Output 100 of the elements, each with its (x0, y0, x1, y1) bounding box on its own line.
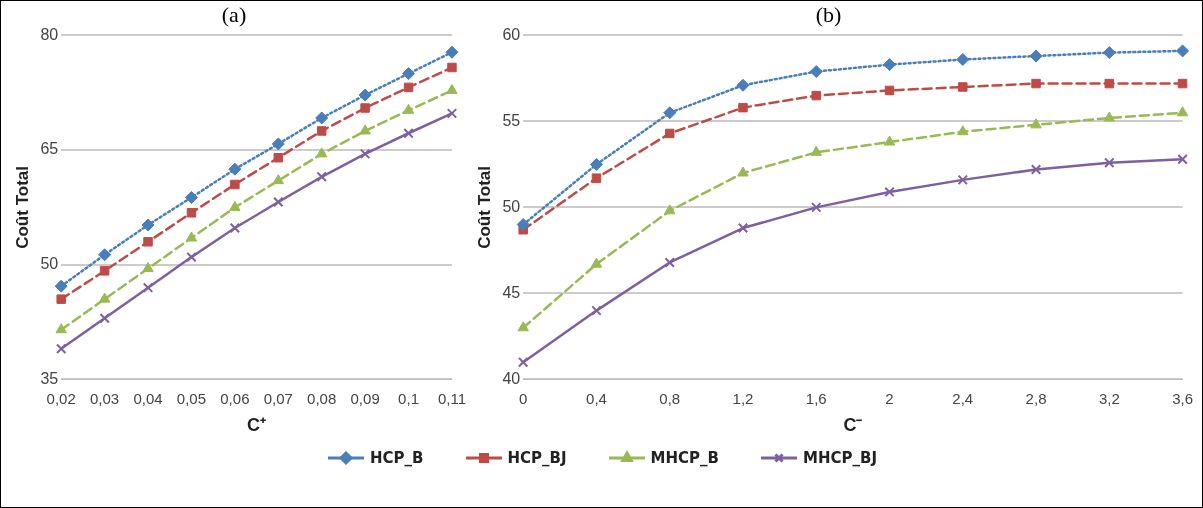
point (186, 208, 197, 218)
point (590, 257, 603, 268)
point (957, 125, 969, 136)
point (589, 157, 603, 171)
point (445, 45, 459, 59)
point (360, 103, 370, 113)
point (98, 248, 112, 262)
point (811, 90, 821, 101)
x-tick-label: 0,1 (398, 389, 419, 407)
point (884, 85, 895, 96)
point (1031, 78, 1041, 89)
point (811, 202, 822, 213)
point (1104, 157, 1115, 168)
point (359, 124, 371, 135)
point (1030, 118, 1042, 129)
point (229, 222, 241, 234)
point (359, 148, 371, 160)
y-tick-label: 55 (502, 111, 521, 129)
point (810, 145, 822, 156)
x-tick-label: 0,03 (90, 389, 120, 407)
x-tick-label: 0,4 (586, 389, 607, 407)
point (958, 82, 968, 92)
point (315, 111, 329, 125)
y-tick-label: 45 (502, 283, 521, 301)
point (517, 356, 529, 368)
y-tick-label: 60 (502, 25, 521, 43)
point (403, 82, 414, 93)
x-tick-label: 0,05 (176, 389, 207, 407)
point (447, 62, 457, 73)
point (884, 186, 895, 198)
x-tick-label: 2 (885, 389, 894, 407)
chart-title: (b) (815, 1, 842, 27)
point (1030, 164, 1042, 175)
point (737, 166, 749, 177)
x-tick-label: 2,4 (952, 389, 974, 407)
y-tick-label: 50 (40, 255, 59, 273)
point (273, 152, 284, 163)
point (402, 67, 416, 81)
point (1104, 78, 1115, 89)
point (142, 282, 154, 293)
legend-label: HCP_BJ (507, 449, 567, 467)
point (664, 257, 675, 268)
x-tick-label: 0,04 (133, 389, 163, 407)
point (1177, 154, 1188, 165)
point (517, 321, 529, 332)
point (316, 171, 327, 183)
point (316, 147, 328, 158)
point (271, 137, 285, 151)
point (358, 88, 372, 102)
point (446, 83, 458, 94)
point (956, 52, 970, 66)
point (809, 65, 823, 79)
x-tick-label: 0,02 (46, 389, 76, 407)
x-tick-label: 0,06 (220, 389, 250, 407)
point (1176, 44, 1190, 58)
point (99, 266, 110, 276)
point (272, 174, 284, 185)
point (883, 58, 897, 72)
point (184, 190, 198, 204)
y-axis-title: Coût Total (12, 166, 32, 249)
x-axis-title: C⁺ (247, 415, 267, 436)
point (228, 162, 242, 176)
point (737, 222, 749, 234)
point (664, 128, 675, 139)
point (142, 262, 154, 273)
x-tick-label: 0,08 (307, 389, 337, 407)
point (664, 204, 676, 215)
y-axis-title: Coût Total (474, 166, 494, 249)
point (56, 294, 66, 304)
legend-label: HCP_B (370, 449, 424, 467)
point (1029, 49, 1043, 63)
point (230, 179, 240, 190)
x-tick-label: 0,11 (437, 389, 467, 407)
point (446, 108, 458, 119)
y-tick-label: 65 (40, 140, 59, 158)
point (316, 126, 327, 136)
point (55, 323, 67, 334)
y-tick-label: 80 (40, 25, 59, 43)
legend-label: MHCP_B (650, 449, 719, 467)
point (229, 200, 241, 211)
y-tick-label: 35 (40, 369, 59, 387)
point (738, 102, 748, 113)
x-axis-title: C⁻ (843, 415, 863, 436)
x-tick-label: 3,2 (1098, 389, 1120, 407)
point (186, 251, 197, 263)
point (736, 78, 750, 92)
y-tick-label: 40 (502, 369, 521, 387)
point (1102, 46, 1116, 60)
x-tick-label: 2,8 (1025, 389, 1047, 407)
point (55, 343, 67, 355)
point (883, 135, 896, 146)
point (99, 313, 110, 324)
point (54, 279, 68, 293)
point (1103, 111, 1116, 122)
x-tick-label: 0,07 (263, 389, 293, 407)
x-tick-label: 0,09 (350, 389, 380, 407)
point (591, 305, 602, 316)
chart-title: (a) (221, 1, 247, 27)
y-tick-label: 50 (502, 197, 521, 215)
point (1177, 78, 1188, 89)
